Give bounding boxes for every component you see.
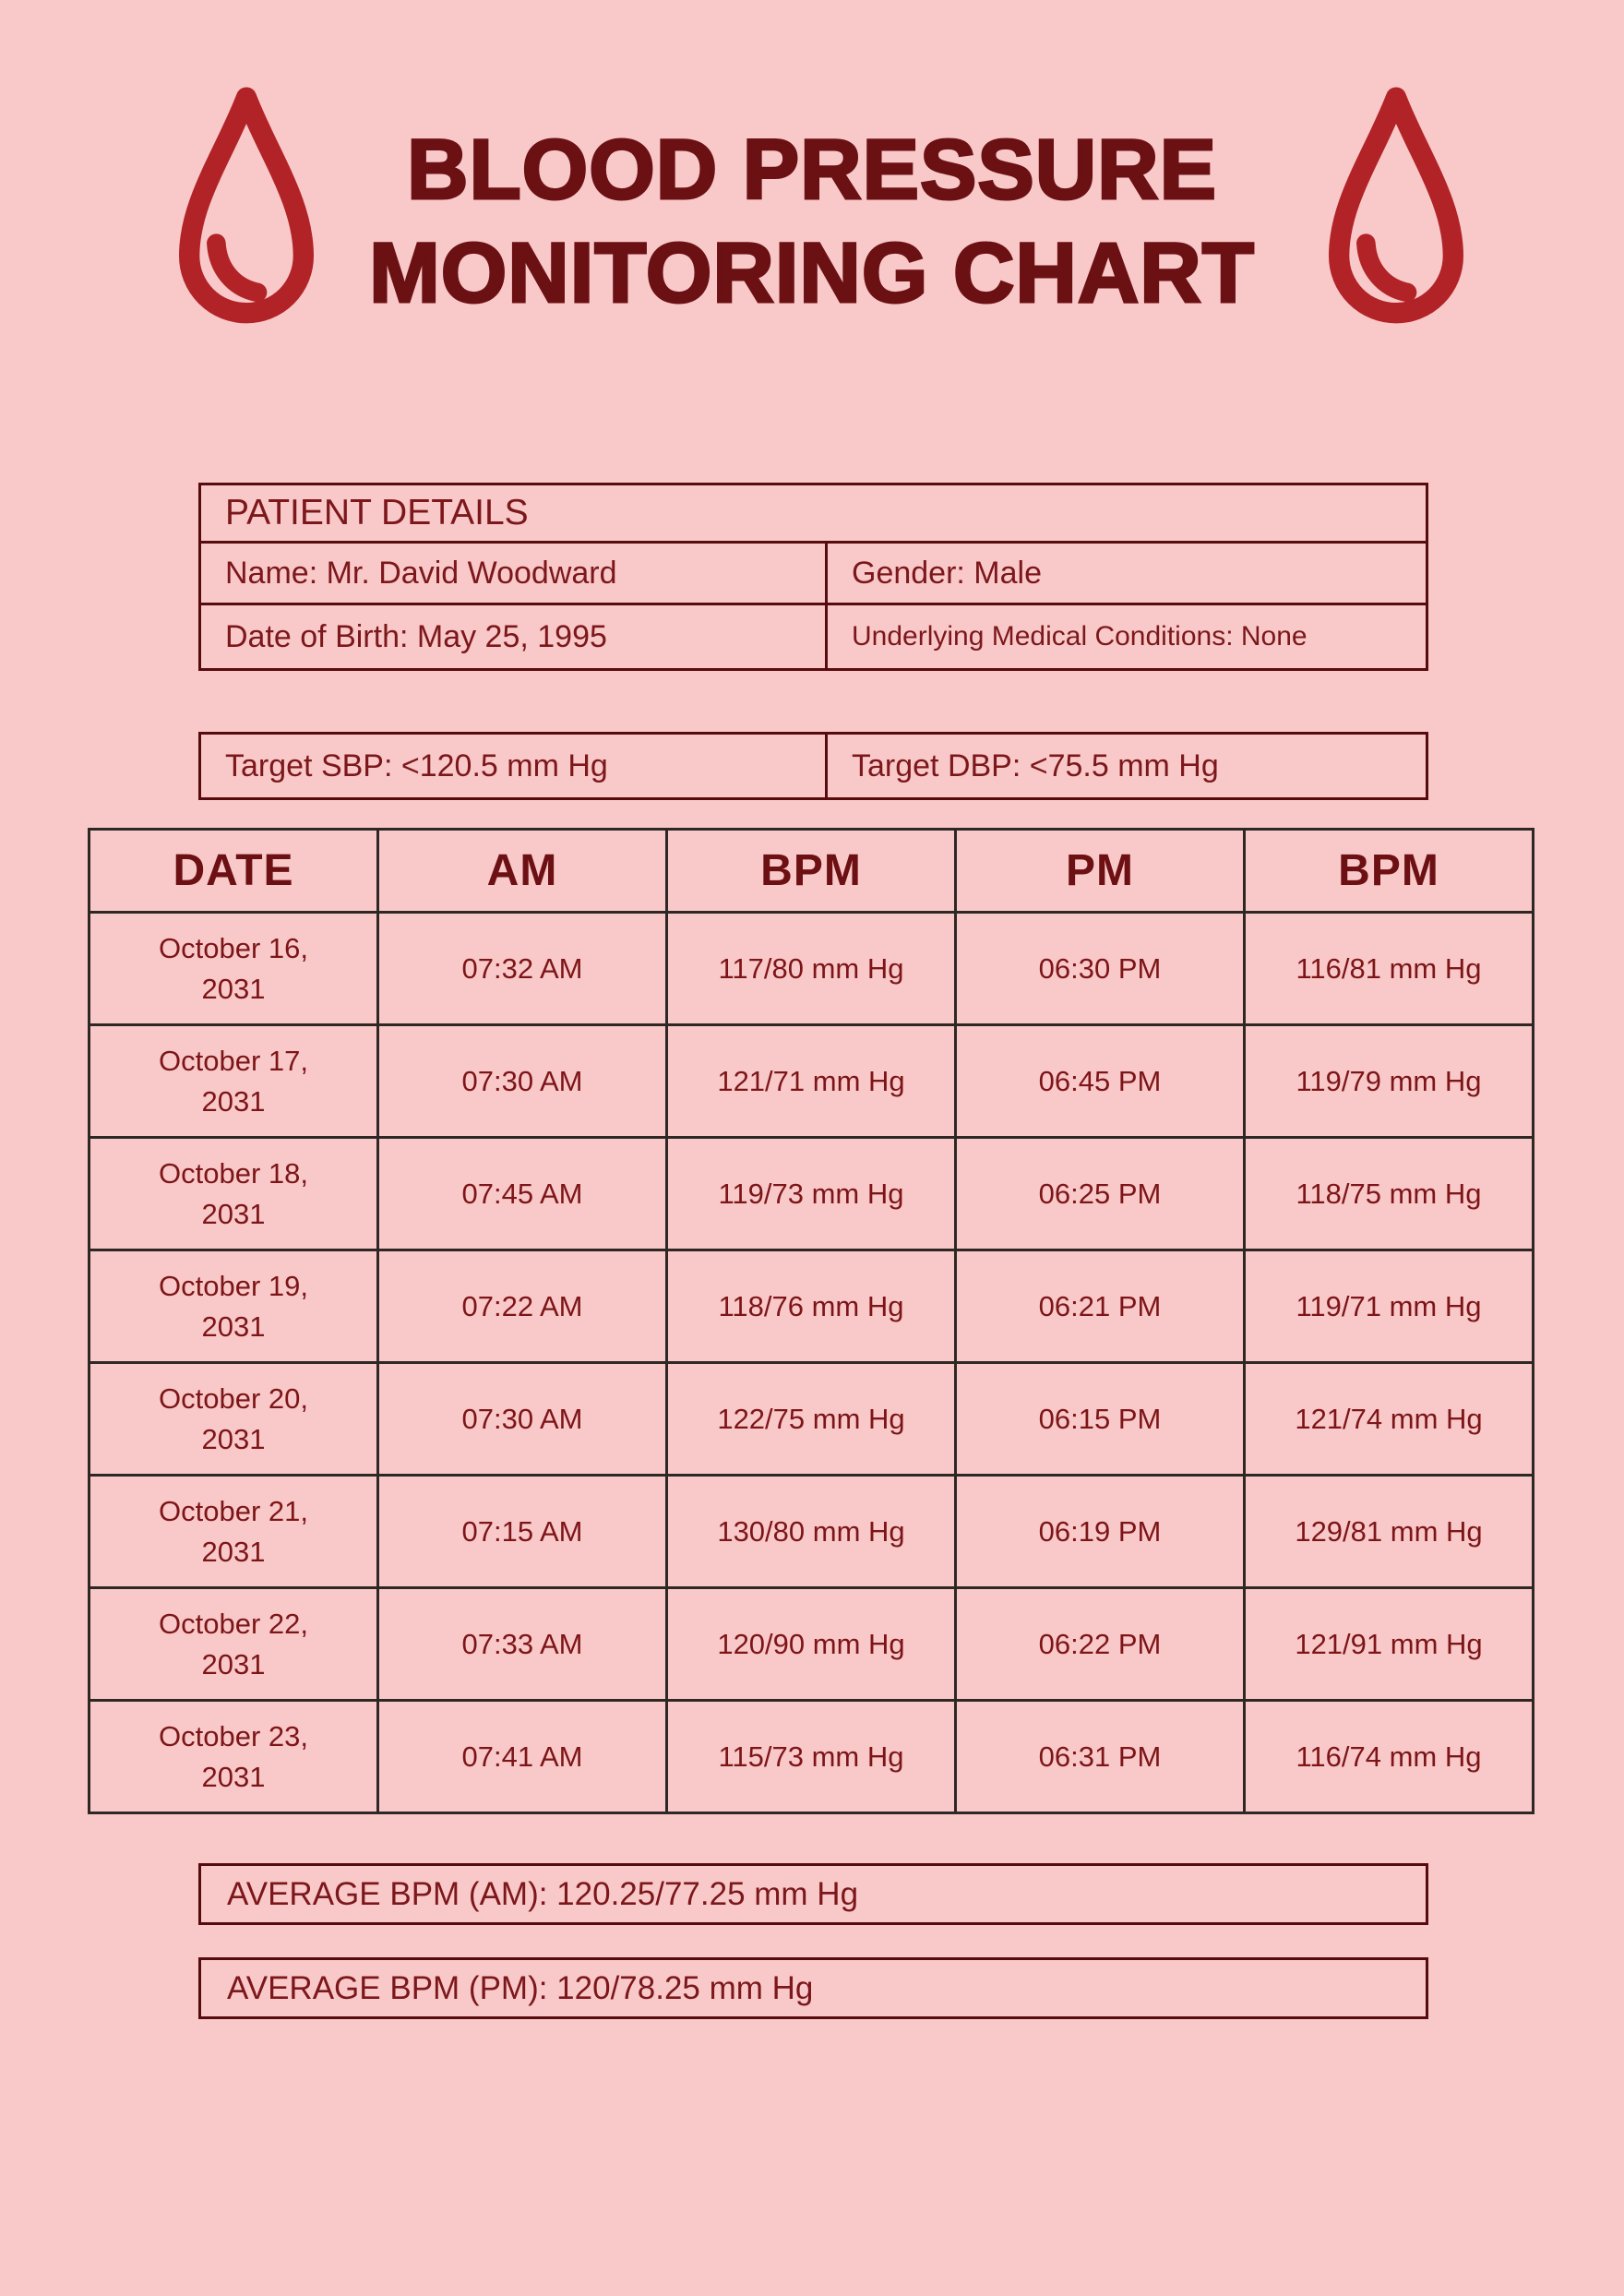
page-title: BLOOD PRESSURE MONITORING CHART: [0, 118, 1624, 325]
target-dbp: Target DBP: <75.5 mm Hg: [825, 735, 1426, 797]
am-bpm-cell: 115/73 mm Hg: [665, 1699, 957, 1814]
date-cell: October 19, 2031: [88, 1249, 379, 1364]
am-time-cell: 07:32 AM: [376, 911, 668, 1026]
bp-readings-table: DATE AM BPM PM BPM October 16, 2031 07:3…: [88, 828, 1534, 1814]
date-cell: October 23, 2031: [88, 1699, 379, 1814]
pm-bpm-cell: 118/75 mm Hg: [1243, 1136, 1534, 1251]
am-time-cell: 07:30 AM: [376, 1023, 668, 1139]
page-title-line1: BLOOD PRESSURE: [406, 121, 1218, 218]
pm-time-cell: 06:15 PM: [954, 1361, 1246, 1477]
table-row: October 22, 2031 07:33 AM 120/90 mm Hg 0…: [88, 1586, 1534, 1702]
am-time-cell: 07:41 AM: [376, 1699, 668, 1814]
pm-time-cell: 06:45 PM: [954, 1023, 1246, 1139]
date-cell: October 22, 2031: [88, 1586, 379, 1702]
target-row: Target SBP: <120.5 mm Hg Target DBP: <75…: [201, 735, 1426, 797]
pm-time-cell: 06:22 PM: [954, 1586, 1246, 1702]
am-time-cell: 07:22 AM: [376, 1249, 668, 1364]
am-bpm-cell: 122/75 mm Hg: [665, 1361, 957, 1477]
am-bpm-cell: 118/76 mm Hg: [665, 1249, 957, 1364]
table-row: October 17, 2031 07:30 AM 121/71 mm Hg 0…: [88, 1023, 1534, 1139]
table-row: October 20, 2031 07:30 AM 122/75 mm Hg 0…: [88, 1361, 1534, 1477]
blood-drop-icon: [1328, 87, 1463, 324]
am-time-cell: 07:15 AM: [376, 1474, 668, 1589]
pm-bpm-cell: 121/91 mm Hg: [1243, 1586, 1534, 1702]
am-bpm-cell: 121/71 mm Hg: [665, 1023, 957, 1139]
pm-bpm-cell: 119/79 mm Hg: [1243, 1023, 1534, 1139]
table-row: October 19, 2031 07:22 AM 118/76 mm Hg 0…: [88, 1249, 1534, 1364]
pm-time-cell: 06:25 PM: [954, 1136, 1246, 1251]
table-row: October 16, 2031 07:32 AM 117/80 mm Hg 0…: [88, 911, 1534, 1026]
pm-time-cell: 06:19 PM: [954, 1474, 1246, 1589]
pm-bpm-cell: 116/74 mm Hg: [1243, 1699, 1534, 1814]
patient-conditions: Underlying Medical Conditions: None: [825, 605, 1426, 668]
date-cell: October 20, 2031: [88, 1361, 379, 1477]
date-cell: October 18, 2031: [88, 1136, 379, 1251]
column-header-am: AM: [376, 828, 668, 914]
column-header-pm-bpm: BPM: [1243, 828, 1534, 914]
pm-time-cell: 06:30 PM: [954, 911, 1246, 1026]
patient-details-section: PATIENT DETAILS Name: Mr. David Woodward…: [198, 483, 1428, 671]
pm-bpm-cell: 119/71 mm Hg: [1243, 1249, 1534, 1364]
patient-details-row: Name: Mr. David Woodward Gender: Male: [201, 544, 1426, 603]
patient-gender: Gender: Male: [825, 544, 1426, 603]
target-sbp: Target SBP: <120.5 mm Hg: [225, 747, 608, 783]
am-bpm-cell: 117/80 mm Hg: [665, 911, 957, 1026]
date-cell: October 21, 2031: [88, 1474, 379, 1589]
column-header-pm: PM: [954, 828, 1246, 914]
patient-details-heading: PATIENT DETAILS: [201, 485, 1426, 544]
pm-bpm-cell: 121/74 mm Hg: [1243, 1361, 1534, 1477]
table-row: October 18, 2031 07:45 AM 119/73 mm Hg 0…: [88, 1136, 1534, 1251]
table-header-row: DATE AM BPM PM BPM: [88, 828, 1534, 914]
am-bpm-cell: 130/80 mm Hg: [665, 1474, 957, 1589]
pm-time-cell: 06:31 PM: [954, 1699, 1246, 1814]
pm-bpm-cell: 116/81 mm Hg: [1243, 911, 1534, 1026]
patient-dob: Date of Birth: May 25, 1995: [225, 618, 607, 654]
column-header-date: DATE: [88, 828, 379, 914]
table-row: October 23, 2031 07:41 AM 115/73 mm Hg 0…: [88, 1699, 1534, 1814]
patient-name: Name: Mr. David Woodward: [225, 555, 617, 591]
am-time-cell: 07:45 AM: [376, 1136, 668, 1251]
table-row: October 21, 2031 07:15 AM 130/80 mm Hg 0…: [88, 1474, 1534, 1589]
pm-bpm-cell: 129/81 mm Hg: [1243, 1474, 1534, 1589]
date-cell: October 16, 2031: [88, 911, 379, 1026]
am-time-cell: 07:30 AM: [376, 1361, 668, 1477]
am-bpm-cell: 119/73 mm Hg: [665, 1136, 957, 1251]
am-time-cell: 07:33 AM: [376, 1586, 668, 1702]
am-bpm-cell: 120/90 mm Hg: [665, 1586, 957, 1702]
patient-details-row: Date of Birth: May 25, 1995 Underlying M…: [201, 603, 1426, 668]
target-section: Target SBP: <120.5 mm Hg Target DBP: <75…: [198, 732, 1428, 800]
average-bpm-am: AVERAGE BPM (AM): 120.25/77.25 mm Hg: [198, 1863, 1428, 1925]
date-cell: October 17, 2031: [88, 1023, 379, 1139]
column-header-am-bpm: BPM: [665, 828, 957, 914]
pm-time-cell: 06:21 PM: [954, 1249, 1246, 1364]
blood-drop-icon: [179, 87, 315, 324]
page-title-line2: MONITORING CHART: [368, 225, 1256, 322]
average-bpm-pm: AVERAGE BPM (PM): 120/78.25 mm Hg: [198, 1957, 1428, 2019]
